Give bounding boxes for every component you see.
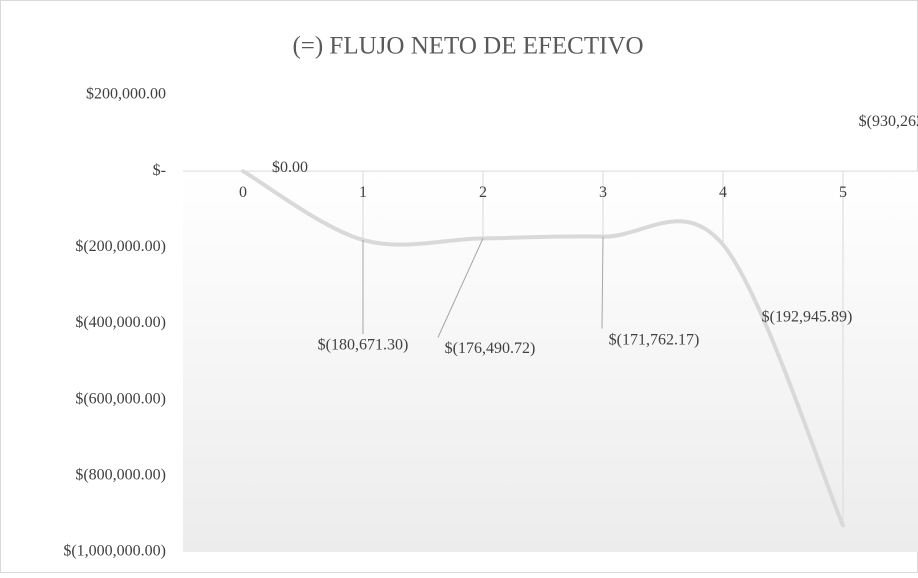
x-tick-label: 1 [359, 184, 367, 201]
data-label: $(171,762.17) [609, 331, 700, 348]
x-tick-label: 5 [839, 184, 847, 201]
data-label: $(176,490.72) [445, 340, 536, 357]
plot-background [183, 171, 918, 552]
y-tick-label: $(200,000.00) [75, 238, 166, 255]
y-tick-label: $(1,000,000.00) [63, 543, 166, 560]
data-label: $(180,671.30) [318, 337, 409, 354]
x-tick-label: 0 [239, 184, 247, 201]
y-tick-label: $- [153, 162, 166, 179]
y-tick-label: $(800,000.00) [75, 467, 166, 484]
data-label: $0.00 [272, 159, 308, 176]
data-label: $(930,262.17) [859, 113, 918, 130]
data-label: $(192,945.89) [762, 308, 853, 325]
chart-title: (=) FLUJO NETO DE EFECTIVO [292, 33, 643, 60]
x-tick-label: 2 [479, 184, 487, 201]
y-tick-label: $(600,000.00) [75, 390, 166, 407]
line-series [241, 169, 845, 528]
leader-line [601, 236, 604, 329]
leader-line [437, 238, 484, 338]
y-tick-label: $200,000.00 [86, 86, 166, 103]
y-tick-label: $(400,000.00) [75, 314, 166, 331]
x-tick-label: 4 [719, 184, 727, 201]
x-tick-label: 3 [599, 184, 607, 201]
